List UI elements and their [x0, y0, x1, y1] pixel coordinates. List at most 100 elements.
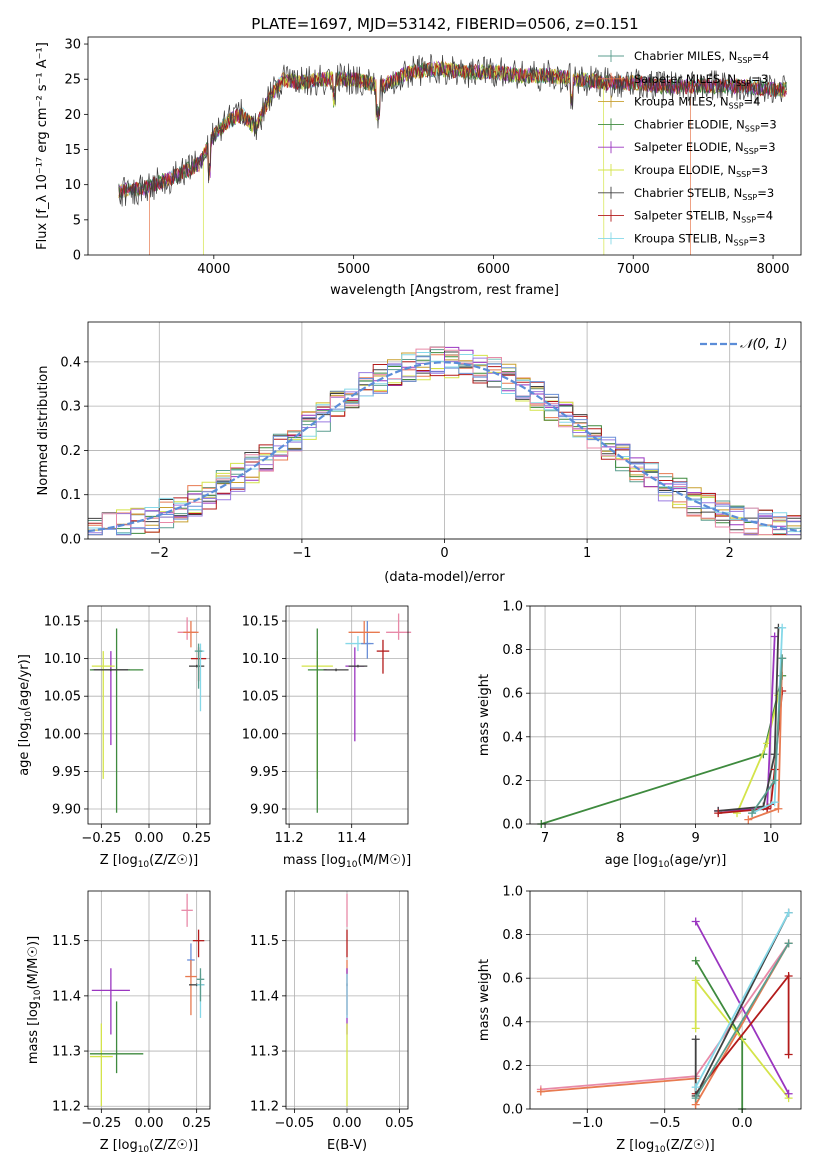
data-point	[91, 968, 130, 1035]
y-tick-label: 0.1	[60, 488, 81, 503]
data-point	[185, 959, 197, 1016]
series-marker	[691, 1024, 700, 1033]
y-tick-label: 11.2	[250, 1100, 279, 1115]
panel-6: −0.05 0.00 0.05 11.2 11.3 11.4 11.5 E(B-V)	[250, 890, 414, 1153]
label-part: mass [log	[283, 853, 346, 868]
x-tick-label: 0.25	[182, 1116, 211, 1131]
legend-text: =3	[759, 140, 776, 154]
spectrum-salpeter-miles	[149, 60, 691, 256]
legend-item: Salpeter ELODIE, NSSP=3	[634, 140, 776, 156]
label-subscript: 10	[33, 989, 43, 1001]
legend-text: Kroupa MILES, N	[634, 95, 729, 109]
axes-frame	[285, 605, 409, 825]
label-subscript: 10	[24, 711, 34, 723]
data-point	[361, 621, 374, 659]
series-marker	[691, 1083, 700, 1092]
legend-text: =4	[744, 95, 761, 109]
legend-item: 𝒩(0, 1)	[740, 337, 787, 352]
label-part: (M/M☉)]	[26, 936, 41, 990]
legend-item: Kroupa STELIB, NSSP=3	[634, 231, 765, 247]
y-tick-label: 11.5	[52, 934, 81, 949]
y-tick-label: 10.10	[44, 652, 81, 667]
data-point	[93, 668, 129, 672]
x-axis-label: mass [log10(M/M☉)]	[283, 853, 411, 870]
x-tick-label: 8000	[756, 262, 789, 277]
legend-text: =4	[756, 209, 773, 223]
y-tick-label: 10.15	[44, 615, 81, 630]
y-axis-label: Flux [f_λ 10⁻¹⁷ erg cm⁻² s⁻¹ A⁻¹]	[35, 42, 50, 250]
plot-area	[118, 53, 787, 256]
data-point	[307, 628, 327, 813]
plot-area	[89, 617, 207, 813]
legend-subscript: SSP	[734, 238, 749, 247]
legend-text: =3	[760, 117, 777, 131]
x-axis-label: (data-model)/error	[384, 570, 505, 585]
x-tick-label: 0.05	[385, 1116, 414, 1131]
x-tick-label: −0.05	[274, 1116, 314, 1131]
legend-subscript: SSP	[742, 193, 757, 202]
series-marker	[778, 623, 787, 632]
label-part: Z [log	[616, 1138, 654, 1153]
data-point	[323, 668, 349, 672]
legend-subscript: SSP	[737, 56, 752, 65]
series-marker	[691, 956, 700, 965]
x-tick-label: 0.0	[732, 1116, 753, 1131]
series-line	[694, 921, 790, 1095]
series-marker	[784, 1050, 793, 1059]
panel-0: 4000 5000 6000 7000 8000 0 5 10 15 20 25 30 waveleng…	[35, 15, 802, 298]
series-line	[541, 675, 784, 825]
legend-item: Chabrier ELODIE, NSSP=3	[634, 117, 777, 133]
x-tick-label: 7000	[617, 262, 650, 277]
y-tick-label: 10.10	[242, 652, 279, 667]
histogram-violet	[88, 357, 801, 536]
legend-text: =3	[757, 186, 774, 200]
y-tick-label: 9.90	[52, 802, 81, 817]
x-tick-label: −0.25	[81, 1116, 121, 1131]
legend-subscript: SSP	[745, 124, 760, 133]
data-point	[376, 639, 390, 674]
label-part: (Z/Z☉)]	[666, 1138, 715, 1153]
x-axis-label: E(B-V)	[327, 1138, 367, 1153]
data-point	[345, 647, 365, 742]
x-tick-label: −0.25	[81, 831, 121, 846]
y-tick-label: 0.2	[502, 774, 523, 789]
x-tick-label: −1.0	[572, 1116, 604, 1131]
series-chabrier-miles	[691, 939, 793, 1103]
x-tick-label: −0.5	[649, 1116, 681, 1131]
series-marker	[536, 1087, 545, 1096]
spectrum-kroupa-elodie	[202, 60, 605, 256]
label-part: age [log	[17, 723, 32, 776]
series-marker	[748, 809, 757, 818]
data-point	[181, 893, 193, 927]
series-line	[718, 690, 784, 814]
y-tick-label: 0.0	[502, 818, 523, 833]
legend-text: Salpeter MILES, N	[634, 72, 736, 86]
legend-text: =3	[751, 72, 768, 86]
x-tick-label: 0.25	[182, 831, 211, 846]
x-tick-label: 7	[541, 831, 549, 846]
legend-subscript: SSP	[729, 102, 744, 111]
legend-subscript: SSP	[736, 79, 751, 88]
plot-area	[301, 613, 412, 813]
y-tick-label: 11.3	[52, 1045, 81, 1060]
series-marker	[784, 908, 793, 917]
legend-text: =4	[752, 49, 769, 63]
plot-area	[89, 893, 205, 1107]
axes-frame	[529, 890, 802, 1110]
series-marker	[784, 1089, 793, 1098]
y-tick-label: 9.95	[52, 765, 81, 780]
y-tick-label: 0.2	[502, 1059, 523, 1074]
label-part: mass [log	[26, 1001, 41, 1064]
plot-area	[537, 623, 787, 828]
data-point	[91, 651, 130, 746]
x-tick-label: 4000	[197, 262, 230, 277]
x-tick-label: −1	[292, 546, 311, 561]
series-kroupa-elodie	[691, 976, 793, 1103]
series-salpeter-elodie	[691, 917, 793, 1098]
series-marker	[784, 972, 793, 981]
y-tick-label: 25	[64, 73, 81, 88]
panel-7: −1.0 −0.5 0.0 0.0 0.2 0.4 0.6 0.8 1.0 Z [log10(Z/…	[477, 885, 802, 1155]
x-tick-label: 6000	[477, 262, 510, 277]
